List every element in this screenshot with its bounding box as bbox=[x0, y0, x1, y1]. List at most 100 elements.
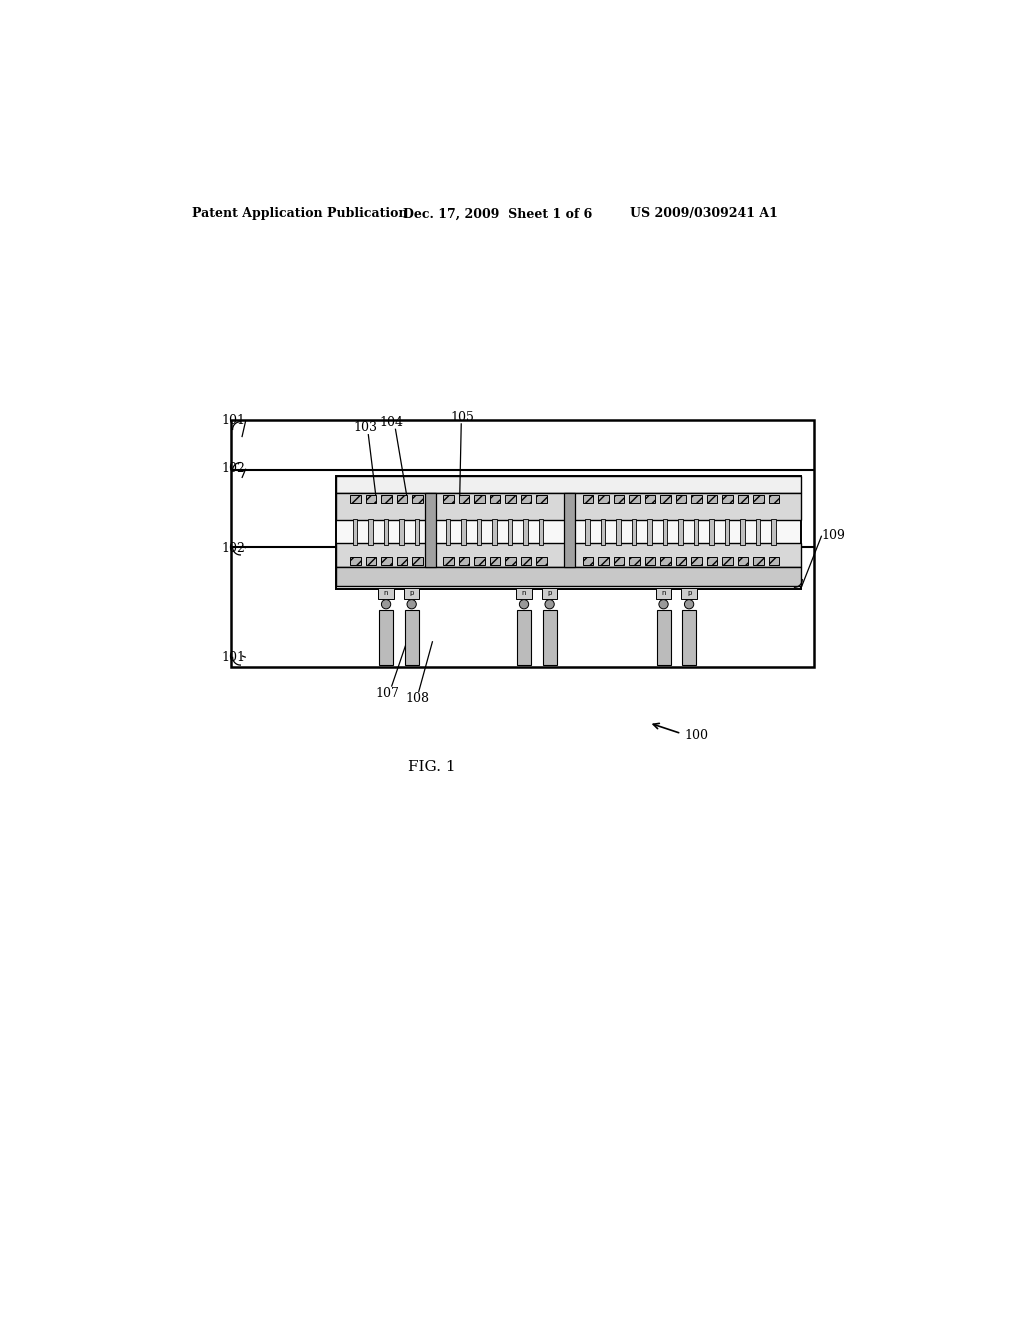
Bar bbox=[769, 557, 779, 565]
Text: 101: 101 bbox=[222, 413, 246, 426]
Bar bbox=[543, 610, 557, 665]
Text: p: p bbox=[548, 590, 552, 597]
Bar bbox=[630, 557, 640, 565]
Bar bbox=[516, 589, 531, 599]
Bar bbox=[403, 589, 420, 599]
Text: Dec. 17, 2009  Sheet 1 of 6: Dec. 17, 2009 Sheet 1 of 6 bbox=[403, 207, 592, 220]
Bar bbox=[413, 495, 423, 503]
Bar bbox=[378, 589, 394, 599]
Bar bbox=[740, 519, 744, 545]
Bar bbox=[399, 519, 403, 545]
Bar bbox=[598, 557, 608, 565]
Bar bbox=[722, 495, 732, 503]
Bar bbox=[537, 495, 547, 503]
Text: 104: 104 bbox=[380, 416, 403, 429]
Text: p: p bbox=[687, 590, 691, 597]
Bar bbox=[539, 519, 544, 545]
Bar bbox=[647, 519, 652, 545]
Bar bbox=[660, 557, 671, 565]
Circle shape bbox=[407, 599, 417, 609]
Circle shape bbox=[684, 599, 693, 609]
Bar bbox=[474, 495, 484, 503]
Bar bbox=[461, 519, 466, 545]
Bar bbox=[443, 495, 454, 503]
Bar bbox=[397, 557, 407, 565]
Circle shape bbox=[658, 599, 669, 609]
Bar bbox=[508, 519, 512, 545]
Bar bbox=[564, 494, 575, 566]
Text: 103: 103 bbox=[353, 421, 377, 434]
Bar bbox=[366, 495, 376, 503]
Bar bbox=[676, 495, 686, 503]
Bar bbox=[756, 519, 761, 545]
Text: n: n bbox=[522, 590, 526, 597]
Bar bbox=[660, 495, 671, 503]
Bar bbox=[663, 519, 668, 545]
Bar bbox=[404, 610, 419, 665]
Bar bbox=[537, 557, 547, 565]
Bar bbox=[397, 495, 407, 503]
Text: 102: 102 bbox=[222, 541, 246, 554]
Text: p: p bbox=[410, 590, 414, 597]
Bar bbox=[645, 557, 655, 565]
Bar bbox=[369, 519, 373, 545]
Bar bbox=[336, 494, 801, 520]
Bar bbox=[682, 610, 696, 665]
Bar bbox=[754, 557, 764, 565]
Bar bbox=[725, 519, 729, 545]
Bar bbox=[506, 495, 515, 503]
Bar bbox=[614, 557, 624, 565]
Text: 105: 105 bbox=[451, 411, 475, 424]
Bar bbox=[586, 519, 590, 545]
Bar bbox=[445, 519, 451, 545]
Bar bbox=[738, 557, 748, 565]
Bar bbox=[489, 557, 500, 565]
Text: n: n bbox=[662, 590, 666, 597]
Bar bbox=[614, 495, 624, 503]
Text: n: n bbox=[384, 590, 388, 597]
Bar bbox=[517, 610, 531, 665]
Bar bbox=[459, 557, 469, 565]
Bar bbox=[521, 557, 531, 565]
Text: 108: 108 bbox=[406, 693, 429, 705]
Circle shape bbox=[519, 599, 528, 609]
Bar bbox=[722, 557, 732, 565]
Bar bbox=[336, 544, 801, 566]
Bar bbox=[381, 557, 391, 565]
Text: 109: 109 bbox=[821, 529, 846, 543]
Text: 101: 101 bbox=[222, 651, 246, 664]
Bar bbox=[459, 495, 469, 503]
Circle shape bbox=[545, 599, 554, 609]
Bar bbox=[231, 420, 814, 667]
Bar bbox=[336, 566, 801, 586]
Bar bbox=[350, 557, 360, 565]
Bar bbox=[707, 557, 717, 565]
Bar bbox=[583, 557, 593, 565]
Bar bbox=[521, 495, 531, 503]
Bar bbox=[336, 477, 801, 494]
Text: Patent Application Publication: Patent Application Publication bbox=[193, 207, 408, 220]
Bar bbox=[691, 495, 701, 503]
Text: 107: 107 bbox=[376, 686, 399, 700]
Bar bbox=[707, 495, 717, 503]
Bar bbox=[738, 495, 748, 503]
Bar bbox=[676, 557, 686, 565]
Bar bbox=[379, 610, 393, 665]
Bar bbox=[542, 589, 557, 599]
Bar bbox=[350, 495, 360, 503]
Bar bbox=[655, 589, 672, 599]
Bar bbox=[489, 495, 500, 503]
Bar bbox=[384, 519, 388, 545]
Bar bbox=[493, 519, 497, 545]
Bar bbox=[336, 477, 801, 589]
Bar bbox=[381, 495, 391, 503]
Bar bbox=[352, 519, 357, 545]
Bar bbox=[443, 557, 454, 565]
Text: FIG. 1: FIG. 1 bbox=[408, 760, 456, 774]
Bar bbox=[691, 557, 701, 565]
Bar bbox=[754, 495, 764, 503]
Text: 102: 102 bbox=[222, 462, 246, 475]
Bar bbox=[413, 557, 423, 565]
Bar bbox=[523, 519, 528, 545]
Bar bbox=[630, 495, 640, 503]
